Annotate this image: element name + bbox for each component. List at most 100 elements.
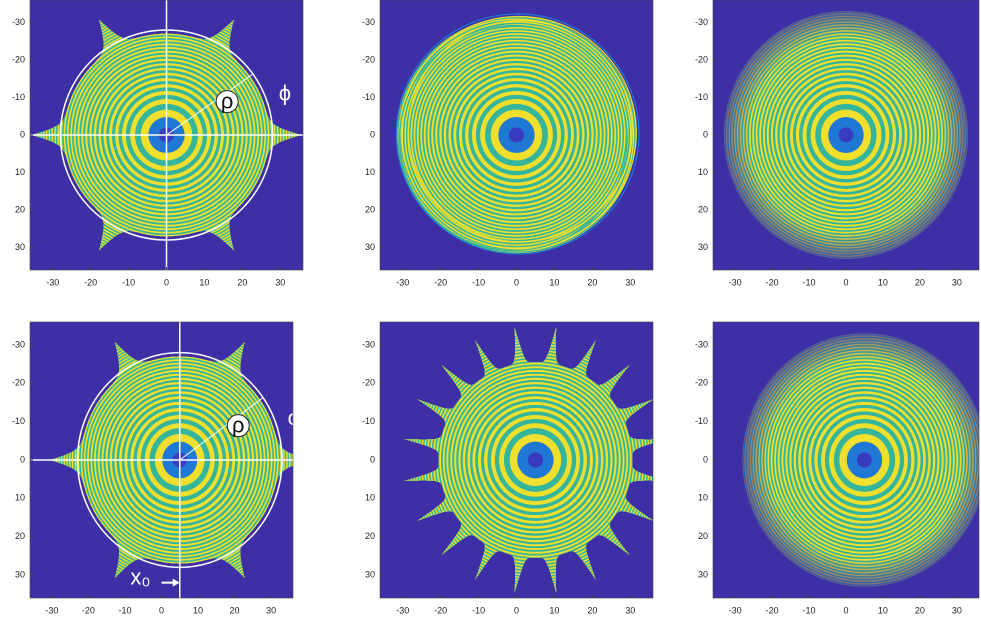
- x-tick-label: -20: [434, 277, 447, 287]
- image: [380, 322, 653, 598]
- x-tick-label: -10: [803, 605, 816, 615]
- y-tick-label: 0: [703, 129, 708, 139]
- y-tick-label: 10: [15, 167, 25, 177]
- x-tick-label: 10: [878, 277, 888, 287]
- y-tick-label: -20: [362, 378, 375, 388]
- ring-pattern: [397, 16, 636, 254]
- panel: -30 -20 -10 0 10 20 30 -30 -20 -10 0 10 20 30: [695, 0, 980, 287]
- panel: ρ ϕ x₀ -30 -20 -10 0 10 20 30 -30 -20 -10 0 10 20 30: [12, 321, 300, 615]
- annotation: ϕ: [288, 405, 300, 430]
- x-tick-label: 10: [199, 277, 209, 287]
- x-tick-label: 30: [275, 277, 285, 287]
- x-tick-label: 20: [237, 277, 247, 287]
- x-tick-label: -10: [118, 605, 131, 615]
- x-tick-label: -30: [396, 605, 409, 615]
- y-tick-label: -20: [362, 54, 375, 64]
- x-tick-label: 0: [843, 277, 848, 287]
- edge-ring: [399, 24, 628, 252]
- ring-pattern: [31, 19, 302, 251]
- y-tick-label: 30: [365, 242, 375, 252]
- radius: [179, 397, 264, 461]
- y-tick-label: -10: [362, 416, 375, 426]
- x-tick-label: -10: [803, 277, 816, 287]
- x-tick-label: -30: [396, 277, 409, 287]
- x-tick-label: -20: [766, 277, 779, 287]
- circle: [76, 351, 283, 569]
- image: ρ ϕ x₀: [30, 322, 300, 598]
- y-tick-label: -30: [695, 339, 708, 349]
- y-tick-label: 0: [370, 129, 375, 139]
- x-tick-label: 0: [164, 277, 169, 287]
- y-tick-label: 30: [698, 569, 708, 579]
- edge-ring: [395, 13, 640, 255]
- x-tick-label: 20: [915, 277, 925, 287]
- y-tick-label: 0: [703, 454, 708, 464]
- y-tick-label: -30: [362, 339, 375, 349]
- x-tick-label: 10: [549, 605, 559, 615]
- x-tick-label: -20: [84, 277, 97, 287]
- arrow-head: [172, 578, 180, 587]
- y-tick-label: -10: [12, 416, 25, 426]
- x-tick-label: -20: [82, 605, 95, 615]
- y-tick-label: 20: [698, 531, 708, 541]
- y-tick-label: -30: [695, 17, 708, 27]
- label-badge: [215, 90, 239, 114]
- y-tick-label: 10: [15, 493, 25, 503]
- edge-ring: [400, 15, 637, 250]
- y-tick-label: 20: [698, 204, 708, 214]
- y-tick-label: -30: [362, 17, 375, 27]
- x-tick-label: -10: [472, 605, 485, 615]
- y-tick-label: -10: [695, 416, 708, 426]
- panel: -30 -20 -10 0 10 20 30 -30 -20 -10 0 10 20 30: [362, 0, 654, 287]
- x-tick-label: -30: [45, 605, 58, 615]
- image: [713, 322, 979, 598]
- x-tick-label: -30: [729, 277, 742, 287]
- y-tick-label: -10: [362, 92, 375, 102]
- x-tick-label: 0: [514, 277, 519, 287]
- y-tick-label: -20: [695, 378, 708, 388]
- y-tick-label: 20: [15, 531, 25, 541]
- fade: [731, 322, 979, 598]
- y-tick-label: 0: [370, 454, 375, 464]
- image: [713, 0, 979, 270]
- x-tick-label: 30: [266, 605, 276, 615]
- x-tick-label: -30: [729, 605, 742, 615]
- fade: [713, 0, 979, 270]
- y-tick-label: 30: [15, 569, 25, 579]
- panel: -30 -20 -10 0 10 20 30 -30 -20 -10 0 10 20 30: [362, 321, 654, 615]
- x-tick-label: 30: [625, 605, 635, 615]
- radius: [166, 73, 254, 136]
- overlay: [30, 0, 303, 270]
- x-tick-label: 20: [230, 605, 240, 615]
- y-tick-label: 10: [365, 493, 375, 503]
- y-tick-label: 20: [15, 204, 25, 214]
- x-tick-label: 20: [587, 277, 597, 287]
- y-tick-label: 30: [698, 242, 708, 252]
- annotation: ρ: [232, 412, 245, 437]
- x-tick-label: -20: [766, 605, 779, 615]
- edge-ring: [407, 20, 633, 243]
- x-tick-label: -10: [472, 277, 485, 287]
- y-tick-label: 30: [15, 242, 25, 252]
- overlay: [30, 322, 293, 598]
- annotation: ρ: [221, 88, 234, 113]
- annotation: x₀: [130, 564, 150, 589]
- label-badge: [226, 414, 250, 438]
- y-tick-label: 10: [698, 493, 708, 503]
- x-tick-label: 30: [952, 277, 962, 287]
- y-tick-label: -30: [12, 17, 25, 27]
- y-tick-label: -20: [695, 54, 708, 64]
- x-tick-label: 20: [915, 605, 925, 615]
- y-tick-label: 20: [365, 531, 375, 541]
- annotation: ϕ: [279, 81, 291, 106]
- y-tick-label: -10: [695, 92, 708, 102]
- x-tick-label: 10: [193, 605, 203, 615]
- y-tick-label: -30: [12, 339, 25, 349]
- y-tick-label: 0: [20, 129, 25, 139]
- x-tick-label: 0: [159, 605, 164, 615]
- x-tick-label: 20: [587, 605, 597, 615]
- image: [380, 0, 653, 270]
- y-tick-label: 10: [365, 167, 375, 177]
